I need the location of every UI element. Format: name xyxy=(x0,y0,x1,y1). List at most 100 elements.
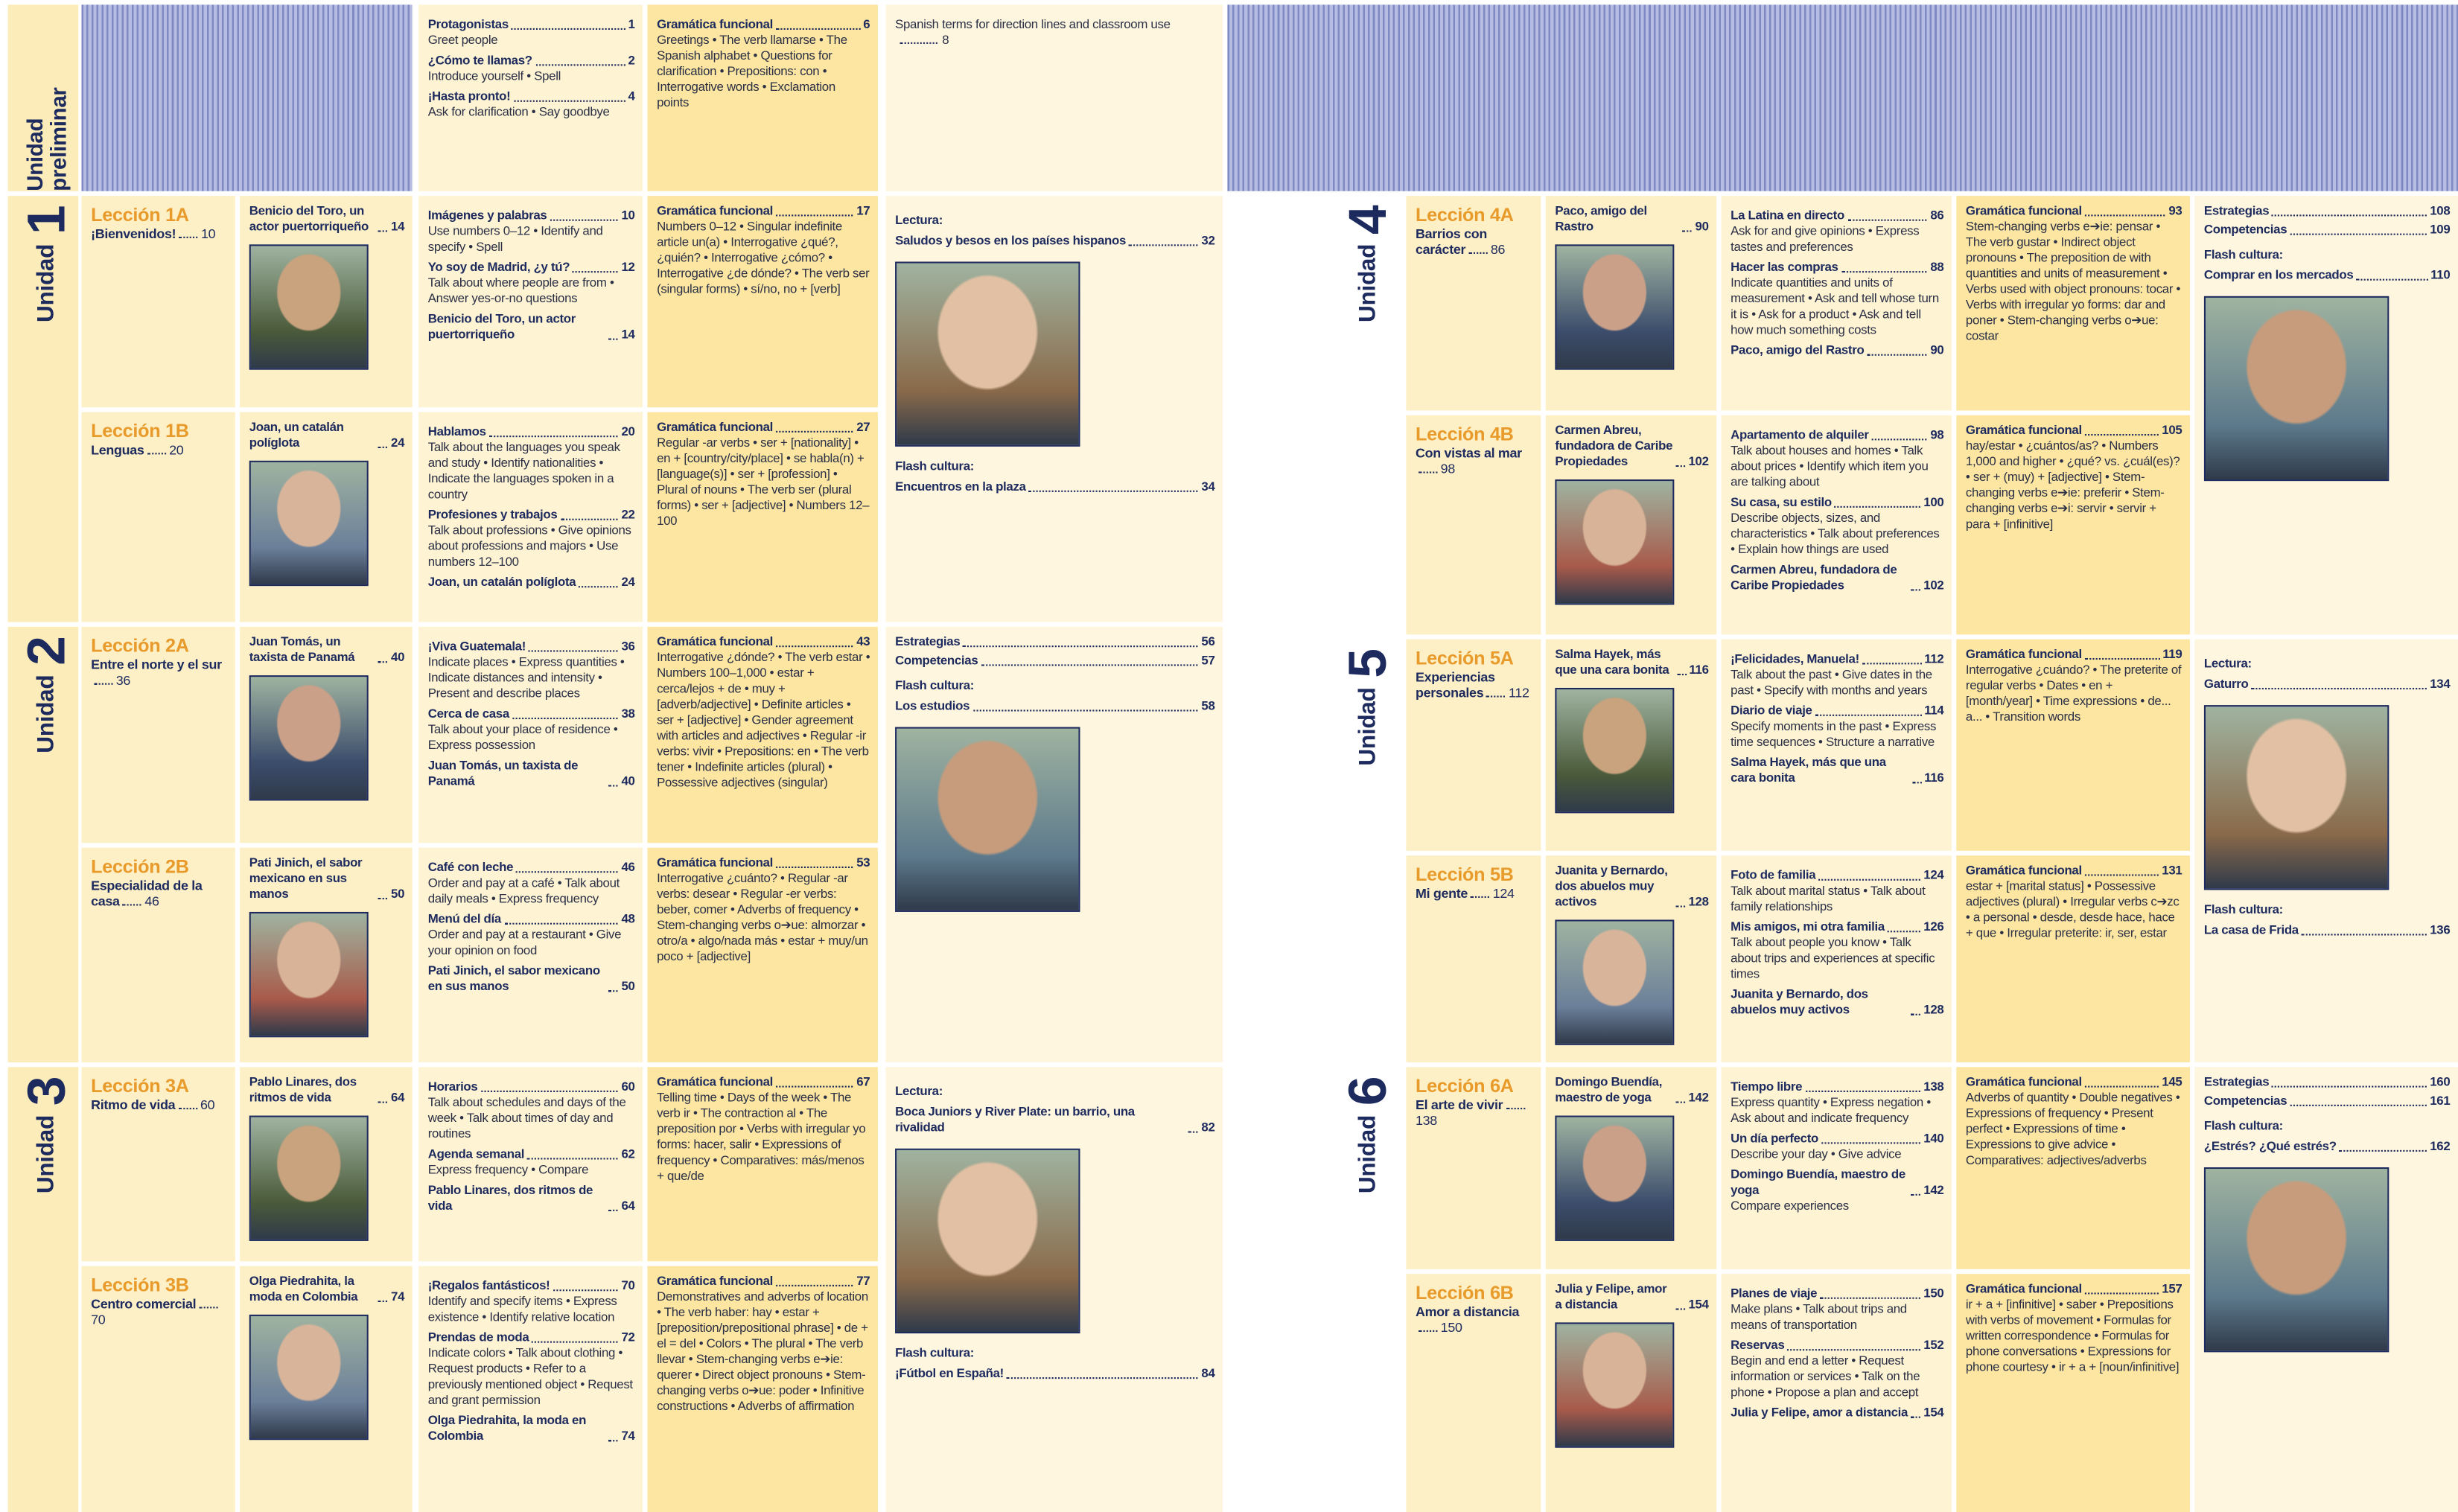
vocab-heading: Foto de familia 124 xyxy=(1731,868,1944,884)
leader xyxy=(1911,782,1921,784)
vocab-cell: ¡Felicidades, Manuela! 112 Talk about the … xyxy=(1721,639,1952,851)
leader xyxy=(535,64,625,66)
lesson-title: Especialidad de la casa 46 xyxy=(91,878,227,909)
leader xyxy=(512,28,625,30)
unit-word: Unidad xyxy=(33,674,60,753)
unit-number: 6 xyxy=(1338,1076,1398,1106)
vocab-heading-text: ¡Regalos fantásticos! xyxy=(427,1278,550,1293)
unit-label: Unidad preliminar xyxy=(22,87,71,191)
unit-label-cell: Unidad 6 xyxy=(1227,1067,1402,1512)
vocab-heading-text: Julia y Felipe, amor a distancia xyxy=(1731,1405,1908,1420)
page-number: 67 xyxy=(856,1074,870,1089)
leader xyxy=(963,645,1199,648)
culture-heading-text: ¡Fútbol en España! xyxy=(895,1366,1004,1381)
leader xyxy=(2085,434,2159,436)
vocab-heading-text: ¡Felicidades, Manuela! xyxy=(1731,651,1859,666)
leader xyxy=(1787,1349,1921,1351)
photo xyxy=(2203,705,2389,890)
grammar-text: Interrogative ¿dónde? • The verb estar •… xyxy=(657,650,870,790)
page-number: 114 xyxy=(1924,704,1944,718)
leader xyxy=(378,897,388,900)
culture-heading: ¿Estrés? ¿Qué estrés? 162 xyxy=(2204,1139,2451,1155)
unit-label: Unidad 4 xyxy=(1339,205,1398,322)
page-number: 88 xyxy=(1930,260,1944,275)
leader xyxy=(2290,1104,2427,1106)
page-number: 100 xyxy=(1923,495,1944,510)
vocab-heading-text: Domingo Buendía, maestro de yoga xyxy=(1731,1167,1905,1197)
photo xyxy=(249,911,369,1038)
vocab-text: Ask for clarification • Say goodbye xyxy=(427,105,610,119)
vocab-heading-text: Juanita y Bernardo, dos abuelos muy acti… xyxy=(1731,986,1868,1017)
leader xyxy=(1888,931,1921,933)
vocab-heading-text: ¿Cómo te llamas? xyxy=(427,53,532,68)
page-number: 110 xyxy=(2430,267,2451,282)
lesson-cell: Lección 2B Especialidad de la casa 46 xyxy=(81,847,235,1062)
page-number: 142 xyxy=(1923,1183,1944,1197)
video-cell: Benicio del Toro, un actor puertorriqueñ… xyxy=(240,196,413,408)
leader xyxy=(579,586,619,588)
page-number: 22 xyxy=(621,507,635,522)
vocab-heading-text: Su casa, su estilo xyxy=(1731,495,1832,510)
stripe-band xyxy=(81,4,413,191)
culture-label: Flash cultura: xyxy=(895,1345,975,1360)
vocab-heading: Su casa, su estilo 100 xyxy=(1731,495,1944,511)
leader xyxy=(504,922,619,925)
video-heading-text: Olga Piedrahita, la moda en Colombia xyxy=(249,1274,358,1304)
page-number: 142 xyxy=(1688,1090,1709,1105)
grammar-text: ir + a + [infinitive] • saber • Preposit… xyxy=(1965,1297,2180,1374)
culture-label: Lectura: xyxy=(895,1084,943,1099)
leader xyxy=(488,436,619,438)
leader xyxy=(608,338,619,340)
photo xyxy=(895,1148,1080,1334)
vocab-heading-text: Café con leche xyxy=(427,860,514,875)
page-number: 14 xyxy=(621,327,635,342)
vocab-heading: Horarios 60 xyxy=(428,1079,635,1095)
video-heading-text: Juanita y Bernardo, dos abuelos muy acti… xyxy=(1555,863,1668,909)
leader xyxy=(1675,1308,1686,1310)
vocab-cell: ¡Regalos fantásticos! 70 Identify and spec… xyxy=(418,1266,643,1512)
video-heading: Joan, un catalán políglota 24 xyxy=(249,420,405,451)
vocab-heading: Julia y Felipe, amor a distancia 154 xyxy=(1731,1405,1944,1421)
vocab-heading-text: Pablo Linares, dos ritmos de vida xyxy=(427,1183,593,1213)
page-number: 109 xyxy=(2430,222,2451,237)
page-number: 64 xyxy=(391,1090,405,1105)
vocab-heading: Yo soy de Madrid, ¿y tú? 12 xyxy=(428,260,635,275)
culture-label: Lectura: xyxy=(2203,656,2252,671)
leader xyxy=(1028,490,1199,492)
leader xyxy=(776,1085,854,1088)
video-cell: Carmen Abreu, fundadora de Caribe Propie… xyxy=(1545,415,1717,635)
lesson-cell: Lección 4A Barrios con carácter 86 xyxy=(1406,196,1541,411)
vocab-heading-text: La Latina en directo xyxy=(1731,208,1844,223)
grammar-cell: Gramática funcional 6 Greetings • The verb… xyxy=(647,4,878,191)
page-number: 64 xyxy=(621,1199,635,1213)
vocab-heading-text: Un día perfecto xyxy=(1731,1131,1818,1146)
leader xyxy=(1805,1090,1921,1092)
page-number: 116 xyxy=(1689,663,1709,677)
leader xyxy=(776,214,854,217)
grammar-heading-text: Gramática funcional xyxy=(657,634,773,649)
unit-label-cell: Unidad 4 xyxy=(1227,196,1402,635)
unit-label: Unidad 3 xyxy=(17,1076,77,1193)
grammar-cell: Gramática funcional 53 Interrogative ¿cuán… xyxy=(647,847,878,1062)
grammar-heading: Gramática funcional 119 xyxy=(1966,647,2182,663)
grammar-text: Regular -ar verbs • ser + [nationality] … xyxy=(657,436,870,529)
vocab-heading: Tiempo libre 138 xyxy=(1731,1079,1944,1095)
vocab-heading-text: Reservas xyxy=(1731,1338,1785,1353)
lesson-title-text: Especialidad de la casa xyxy=(91,877,203,909)
page-number: 112 xyxy=(1924,651,1944,666)
page-number: 160 xyxy=(2430,1074,2451,1089)
page-number: 162 xyxy=(2430,1139,2451,1154)
vocab-heading: Pablo Linares, dos ritmos de vida 64 xyxy=(428,1183,635,1214)
lesson-title: Lenguas 20 xyxy=(91,442,227,458)
vocab-text: Talk about the languages you speak and s… xyxy=(427,440,620,502)
culture-label: Flash cultura: xyxy=(2203,1118,2283,1133)
vocab-text: Express frequency • Compare xyxy=(427,1162,589,1177)
grammar-cell: Gramática funcional 77 Demonstratives and … xyxy=(647,1266,878,1512)
leader xyxy=(608,785,619,787)
page-number: 138 xyxy=(1415,1112,1437,1129)
lesson-number: Lección 3B xyxy=(91,1274,189,1296)
grammar-heading-text: Gramática funcional xyxy=(1965,1281,2082,1296)
vocab-heading: Carmen Abreu, fundadora de Caribe Propie… xyxy=(1731,563,1944,594)
page-number: 112 xyxy=(1509,684,1529,701)
